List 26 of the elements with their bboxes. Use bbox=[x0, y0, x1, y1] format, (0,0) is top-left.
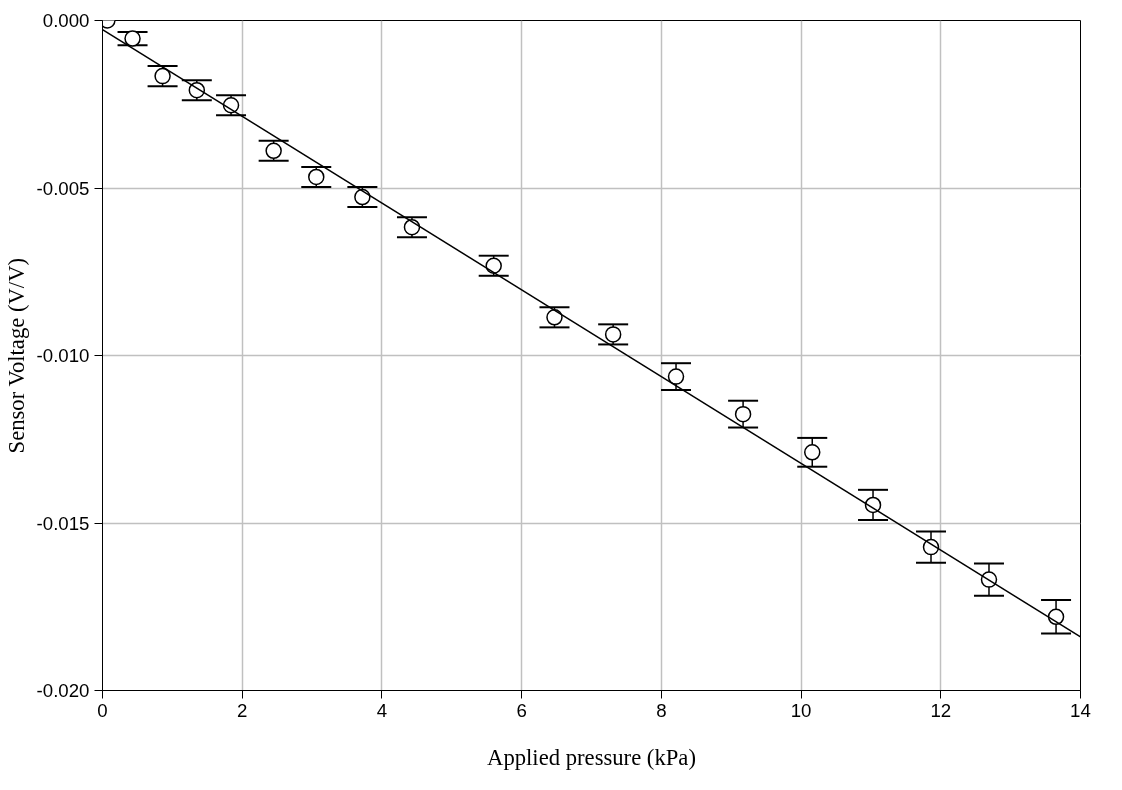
x-tick-label: 4 bbox=[376, 699, 388, 721]
point bbox=[485, 257, 502, 274]
point bbox=[308, 168, 325, 186]
x-axis-title: Applied pressure (kPa) bbox=[487, 744, 696, 770]
y-tick-label: -0.005 bbox=[36, 177, 90, 199]
x-tick-label: 8 bbox=[656, 699, 667, 721]
y-tick-label: -0.020 bbox=[36, 680, 90, 701]
y-tick-label: 0.000 bbox=[42, 10, 90, 31]
x-tick-label: 2 bbox=[237, 699, 248, 721]
x-tick-label: 0 bbox=[97, 699, 108, 721]
y-axis-title: Sensor Voltage (V/V) bbox=[3, 257, 29, 454]
x-tick-label: 14 bbox=[1070, 699, 1091, 721]
point bbox=[546, 309, 563, 326]
point bbox=[667, 368, 685, 385]
point bbox=[154, 67, 171, 85]
point bbox=[734, 405, 752, 423]
y-tick-label: -0.010 bbox=[36, 345, 90, 366]
x-tick-label: 6 bbox=[516, 699, 527, 721]
point bbox=[403, 218, 421, 236]
point bbox=[604, 326, 622, 343]
point bbox=[804, 444, 821, 461]
point bbox=[124, 30, 141, 47]
x-tick-label: 12 bbox=[930, 699, 952, 721]
x-tick-label: 10 bbox=[790, 699, 812, 721]
point bbox=[265, 142, 282, 160]
y-tick-label: -0.015 bbox=[36, 512, 90, 534]
